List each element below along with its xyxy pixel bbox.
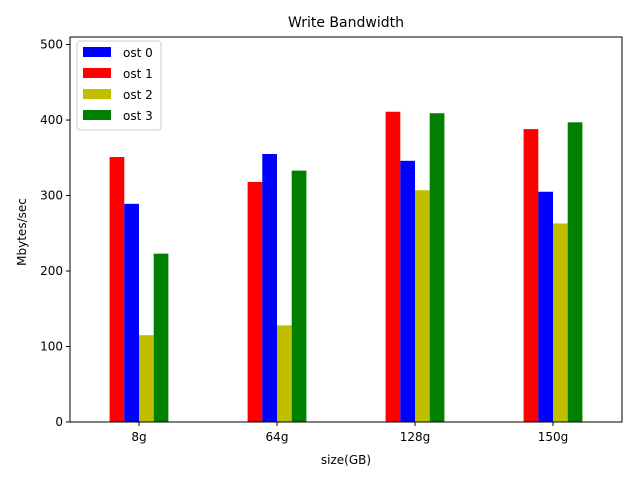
y-tick-label: 200 xyxy=(40,264,63,278)
legend-swatch-ost-0 xyxy=(83,47,111,57)
x-tick-label: 64g xyxy=(266,430,289,444)
legend-box xyxy=(76,40,162,131)
bar-ost-2-8g xyxy=(139,335,154,422)
axes-group: 0 100 200 300 400 500 8g 64g 128g 150g xyxy=(40,36,623,444)
bar-ost-1-150g xyxy=(523,129,539,423)
bar-ost-0-150g xyxy=(538,191,553,422)
y-tick-label: 0 xyxy=(55,415,63,429)
bar-ost-1-64g xyxy=(247,181,263,422)
y-tick-label: 100 xyxy=(40,340,63,354)
y-tick-label: 300 xyxy=(40,189,63,203)
bar-ost-0-64g xyxy=(262,154,277,422)
legend-label-ost-1: ost 1 xyxy=(123,67,153,81)
y-tick-label: 500 xyxy=(40,38,63,52)
x-tick-label: 8g xyxy=(131,430,146,444)
chart-title: Write Bandwidth xyxy=(288,15,404,31)
bar-ost-3-8g xyxy=(153,253,169,422)
legend-swatch-ost-2 xyxy=(83,89,111,99)
bar-ost-0-128g xyxy=(400,160,415,422)
legend-label-ost-2: ost 2 xyxy=(123,88,153,102)
bar-ost-2-128g xyxy=(415,190,430,422)
bar-ost-3-150g xyxy=(567,122,583,422)
legend-label-ost-3: ost 3 xyxy=(123,109,153,123)
bar-ost-1-128g xyxy=(385,111,401,422)
bar-ost-3-128g xyxy=(429,113,445,423)
legend-swatch-ost-1 xyxy=(83,68,111,78)
y-axis-label: Mbytes/sec xyxy=(15,198,29,266)
bar-ost-3-64g xyxy=(291,170,307,422)
bar-ost-2-150g xyxy=(553,223,568,422)
legend: ost 0 ost 1 ost 2 ost 3 xyxy=(76,40,162,131)
x-axis-label: size(GB) xyxy=(321,453,371,467)
bar-ost-1-8g xyxy=(109,157,125,422)
bar-ost-0-8g xyxy=(124,203,139,422)
x-tick-label: 128g xyxy=(400,430,431,444)
legend-label-ost-0: ost 0 xyxy=(123,46,153,60)
bar-ost-2-64g xyxy=(277,325,292,422)
plot-frame xyxy=(69,36,623,423)
legend-swatch-ost-3 xyxy=(83,110,111,120)
y-tick-label: 400 xyxy=(40,113,63,127)
bars-group xyxy=(109,111,583,423)
x-tick-label: 150g xyxy=(538,430,569,444)
